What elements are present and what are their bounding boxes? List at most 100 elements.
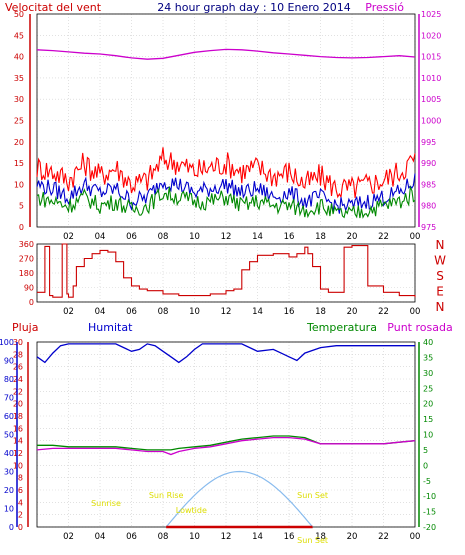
rain-y-tick: 4	[18, 498, 23, 507]
direction-y-tick: 270	[19, 255, 34, 264]
humidity-y-tick: 20	[4, 486, 14, 495]
direction-x-tick: 22	[378, 307, 389, 317]
rain-y-tick: 24	[13, 375, 23, 384]
wind-y-tick: 25	[14, 117, 24, 126]
wind-x-tick: 02	[63, 232, 74, 242]
wind-x-tick: 04	[95, 232, 106, 242]
wind-x-tick: 16	[284, 232, 295, 242]
direction-y-tick: 180	[19, 269, 34, 278]
sun-event-label: Lowtide	[176, 506, 207, 515]
rain-y-tick: 6	[18, 486, 23, 495]
climate-x-tick: 10	[189, 532, 200, 542]
rain-y-tick: 20	[13, 400, 23, 409]
direction-x-tick: 14	[252, 307, 263, 317]
direction-x-tick: 06	[126, 307, 137, 317]
chart-title: 24 hour graph day : 10 Enero 2014	[157, 1, 351, 14]
rain-y-tick: 22	[13, 387, 23, 396]
rain-y-tick: 8	[18, 474, 23, 483]
humidity-series-line	[36, 343, 415, 364]
pressure-y-tick: 1005	[421, 95, 441, 104]
wind-axis-title: Velocitat del vent	[5, 1, 102, 14]
direction-x-tick: 10	[189, 307, 200, 317]
direction-x-tick: 16	[284, 307, 295, 317]
pressure-y-tick: 990	[421, 159, 436, 168]
climate-x-tick: 20	[347, 532, 358, 542]
pressure-axis-title: Pressió	[365, 1, 404, 14]
climate-x-tick: 00	[410, 532, 421, 542]
humidity-y-tick: 80	[4, 375, 14, 384]
humidity-y-tick: 100	[0, 338, 14, 347]
sun-event-label: Sun Set	[297, 491, 328, 500]
direction-y-tick: 360	[19, 240, 34, 249]
wind-x-tick: 20	[347, 232, 358, 242]
direction-x-tick: 08	[158, 307, 169, 317]
direction-x-tick: 12	[221, 307, 232, 317]
sun-event-label: Sunrise	[91, 499, 121, 508]
rain-y-tick: 30	[13, 338, 23, 347]
climate-x-tick: 06	[126, 532, 137, 542]
climate-x-tick: 14	[252, 532, 263, 542]
rain-y-tick: 18	[13, 412, 23, 421]
avg-wind-series-line	[36, 185, 416, 219]
dewpoint-series-line	[36, 436, 416, 456]
climate-x-tick: 16	[284, 532, 295, 542]
direction-x-tick: 20	[347, 307, 358, 317]
pressure-y-tick: 980	[421, 202, 436, 211]
gust-wind-series-line	[36, 147, 416, 199]
direction-y-tick: 90	[24, 284, 34, 293]
wind-y-tick: 30	[14, 95, 24, 104]
wind-y-tick: 45	[14, 31, 24, 40]
wind-x-tick: 12	[221, 232, 232, 242]
climate-x-tick: 18	[315, 532, 326, 542]
climate-x-tick: 12	[221, 532, 232, 542]
temperature-y-tick: 15	[423, 415, 433, 424]
pressure-y-tick: 1000	[421, 117, 441, 126]
pressure-y-tick: 1025	[421, 10, 441, 19]
temperature-y-tick: -15	[423, 508, 436, 517]
pressure-y-tick: 1010	[421, 74, 441, 83]
wind-y-tick: 50	[14, 10, 24, 19]
humidity-y-tick: 10	[4, 505, 14, 514]
temperature-y-tick: 35	[423, 353, 433, 362]
rain-y-tick: 0	[18, 523, 23, 532]
wind-y-tick: 10	[14, 180, 24, 189]
climate-x-tick: 04	[95, 532, 106, 542]
temperature-y-tick: 10	[423, 431, 433, 440]
pressure-y-tick: 1015	[421, 53, 441, 62]
humidity-y-tick: 60	[4, 412, 14, 421]
wind-y-tick: 0	[19, 223, 24, 232]
compass-letter: S	[436, 269, 444, 283]
wind-x-tick: 22	[378, 232, 389, 242]
pressure-y-tick: 995	[421, 138, 436, 147]
climate-x-tick: 02	[63, 532, 74, 542]
compass-letter: N	[436, 238, 445, 252]
rain-y-tick: 28	[13, 350, 23, 359]
humidity-y-tick: 30	[4, 468, 14, 477]
pressure-y-tick: 975	[421, 223, 436, 232]
wind-panel-frame	[36, 13, 416, 228]
rain-y-tick: 26	[13, 363, 23, 372]
humidity-y-tick: 40	[4, 449, 14, 458]
legend-item: Pluja	[12, 321, 38, 334]
compass-letter: N	[436, 300, 445, 314]
direction-x-tick: 18	[315, 307, 326, 317]
wind-y-tick: 15	[14, 159, 24, 168]
wind-x-tick: 08	[158, 232, 169, 242]
temperature-y-tick: 40	[423, 338, 433, 347]
climate-x-tick: 08	[158, 532, 169, 542]
sun-arc-line	[165, 470, 314, 528]
direction-x-tick: 00	[410, 307, 421, 317]
rain-y-tick: 2	[18, 511, 23, 520]
pressure-series-line	[36, 48, 416, 60]
sun-event-label: Sun Set	[297, 536, 328, 545]
temperature-y-tick: -10	[423, 492, 436, 501]
rain-y-tick: 16	[13, 424, 23, 433]
wind-x-tick: 06	[126, 232, 137, 242]
legend-item: Temperatura	[306, 321, 377, 334]
legend-item: Humitat	[88, 321, 133, 334]
temperature-y-tick: -20	[423, 523, 436, 532]
rain-y-tick: 12	[13, 449, 23, 458]
humidity-y-tick: 0	[9, 523, 14, 532]
temperature-y-tick: 0	[423, 461, 428, 470]
